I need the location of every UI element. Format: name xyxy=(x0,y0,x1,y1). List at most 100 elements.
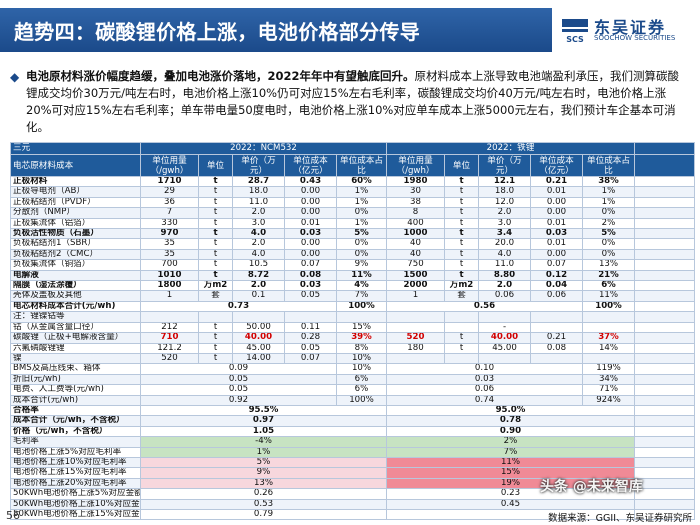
table-cell: 28.7 xyxy=(232,175,285,188)
table-cell: 750 xyxy=(386,259,445,271)
table-cell: 万m2 xyxy=(444,280,479,292)
row-spacer xyxy=(634,436,695,448)
table-cell: 29 xyxy=(140,186,199,198)
table-cell: 38 xyxy=(386,196,445,209)
table-cell: 4% xyxy=(336,280,387,292)
table-row: 50KWh电池价格上涨15%对应金额（万元）0.79 xyxy=(10,508,695,521)
table-cell: 4.0 xyxy=(232,248,285,261)
wide-value-cell: 95.5% xyxy=(140,404,387,417)
table-cell: 10.5 xyxy=(232,259,285,271)
cost-table-container: 三元 2022：NCM532 2022：铁锂 电芯原材料成本 单位用量（/gwh） 单位单… xyxy=(10,142,695,521)
table-cell: 35 xyxy=(140,238,199,250)
table-cell: 180 xyxy=(386,342,445,354)
table-cell: t xyxy=(444,259,479,271)
table-cell: 12.0 xyxy=(478,196,531,209)
column-header: 单位 xyxy=(444,154,479,177)
table-cell: 1% xyxy=(336,217,387,230)
table-row: 正极导电剂（AB） 29 t 18.0 0.00 1% 30 t 18.0 0.01 1% xyxy=(10,186,695,198)
row-spacer xyxy=(634,352,695,365)
wide-value-cell: 2% xyxy=(386,436,635,448)
wide-value-cell: 5% xyxy=(140,456,387,469)
table-row: 正极集流体（铝箔） 330 t 3.0 0.01 1% 400 t 3.0 0.01 2% xyxy=(10,217,695,230)
table-cell: 0.08 xyxy=(530,342,583,354)
column-header: 单位用量（/gwh） xyxy=(386,154,445,177)
table-row: 电芯材料成本合计(元/wh) 0.73 100% 0.56 100% xyxy=(10,300,695,313)
table-row: 分散剂（NMP） 7 t 2.0 0.00 0% 8 t 2.0 0.00 0% xyxy=(10,207,695,219)
share-cell: 100% xyxy=(336,300,387,313)
table-cell: 37% xyxy=(582,332,635,344)
row-label: 隔膜（湿法涂覆） xyxy=(10,280,141,292)
column-header: 单位用量（/gwh） xyxy=(140,154,199,177)
row-spacer xyxy=(634,228,695,240)
table-cell: 11% xyxy=(336,269,387,282)
table-cell: 400 xyxy=(386,217,445,230)
table-cell: 11% xyxy=(582,290,635,302)
table-cell: 0% xyxy=(582,238,635,250)
table-row: 隔膜（湿法涂覆） 1800 万m2 2.0 0.03 4% 2000 万m2 2.0 0.04 6% xyxy=(10,280,695,292)
table-cell: 8.72 xyxy=(232,269,285,282)
share-cell: 100% xyxy=(582,300,635,313)
table-cell: 0% xyxy=(336,207,387,219)
table-cell: t xyxy=(198,207,233,219)
table-cell: 4.0 xyxy=(478,248,531,261)
table-cell: 7 xyxy=(140,207,199,219)
header-bottom-left: 电芯原材料成本 xyxy=(10,154,141,177)
table-cell: 60% xyxy=(336,175,387,188)
company-logo: SCS 东吴证券 SOOCHOW SECURITIES xyxy=(560,14,696,48)
table-row: 负极集流体（铜箔） 700 t 10.5 0.07 9% 750 t 11.0 0.07 13% xyxy=(10,259,695,271)
table-cell: 0.01 xyxy=(530,217,583,230)
table-cell xyxy=(386,321,445,334)
wide-value-cell: 11% xyxy=(386,456,635,469)
table-cell: 0.21 xyxy=(530,175,583,188)
row-label: 电费、人工费等(元/wh) xyxy=(10,384,141,396)
table-cell xyxy=(478,352,531,365)
table-cell: 40.00 xyxy=(478,332,531,344)
table-cell: 15% xyxy=(336,321,387,334)
table-cell: 11.0 xyxy=(232,196,285,209)
table-row: 钴（从金属含量口径） 212 t 50.00 0.11 15% - xyxy=(10,321,695,334)
table-row: 六氟磷酸锂锂 121.2 t 45.00 0.05 8% 180 t 45.00 0.08 14% xyxy=(10,342,695,354)
table-cell: 0.00 xyxy=(530,248,583,261)
wide-value-cell: 13% xyxy=(140,477,387,490)
table-cell: 0.04 xyxy=(530,280,583,292)
row-label: 碳酸锂（正极+电解液含量） xyxy=(10,332,141,344)
share-cell: 6% xyxy=(336,384,387,396)
table-row: 成本合计(元/wh) 0.92 100% 0.74 924% xyxy=(10,394,695,406)
row-label: 价格（元/wh，不含税） xyxy=(10,425,141,438)
wide-value-cell: 7% xyxy=(386,446,635,458)
row-spacer xyxy=(634,498,695,511)
row-spacer xyxy=(634,488,695,500)
table-cell: 18.0 xyxy=(478,186,531,198)
merged-value-cell: 0.05 xyxy=(140,373,337,386)
table-row: 电池价格上涨20%对应毛利率 13% 19% xyxy=(10,477,695,490)
logo-chinese-name: 东吴证券 xyxy=(594,18,667,37)
merged-value-cell: 0.03 xyxy=(386,373,583,386)
table-cell: 212 xyxy=(140,321,199,334)
table-row: 壳体及盖板及其他 1 套 0.1 0.05 7% 1 套 0.06 0.06 11% xyxy=(10,290,695,302)
table-cell xyxy=(386,352,445,365)
table-cell: t xyxy=(444,269,479,282)
table-row: 正极粘结剂（PVDF） 36 t 11.0 0.00 1% 38 t 12.0 0.00 1% xyxy=(10,196,695,209)
wide-value-cell: 1.05 xyxy=(140,425,387,438)
share-cell: 924% xyxy=(582,394,635,406)
table-cell xyxy=(478,311,531,323)
row-spacer xyxy=(634,259,695,271)
row-spacer xyxy=(634,394,695,406)
table-cell: t xyxy=(198,342,233,354)
battery-cost-table: 三元 2022：NCM532 2022：铁锂 电芯原材料成本 单位用量（/gwh） 单位单… xyxy=(10,142,695,521)
page-number: 56 xyxy=(6,509,20,522)
table-cell: 1% xyxy=(336,186,387,198)
row-spacer xyxy=(634,290,695,302)
table-row: 电池价格上涨10%对应毛利率 5% 11% xyxy=(10,456,695,469)
merged-value-cell: 0.06 xyxy=(386,384,583,396)
header-spacer xyxy=(634,154,695,177)
table-cell: 0.03 xyxy=(284,228,337,240)
table-row: 电池价格上涨5%对应毛利率 1% 7% xyxy=(10,446,695,458)
table-cell: 20.0 xyxy=(478,238,531,250)
table-cell xyxy=(530,352,583,365)
table-cell: t xyxy=(444,175,479,188)
table-cell: 520 xyxy=(386,332,445,344)
table-row: 电池价格上涨15%对应毛利率 9% 15% xyxy=(10,467,695,479)
row-label: 负极活性物质（石墨） xyxy=(10,228,141,240)
summary-bullet: ◆ 电池原材料涨价幅度趋缓，叠加电池涨价落地，2022年年中有望触底回升。原材料… xyxy=(10,68,694,146)
